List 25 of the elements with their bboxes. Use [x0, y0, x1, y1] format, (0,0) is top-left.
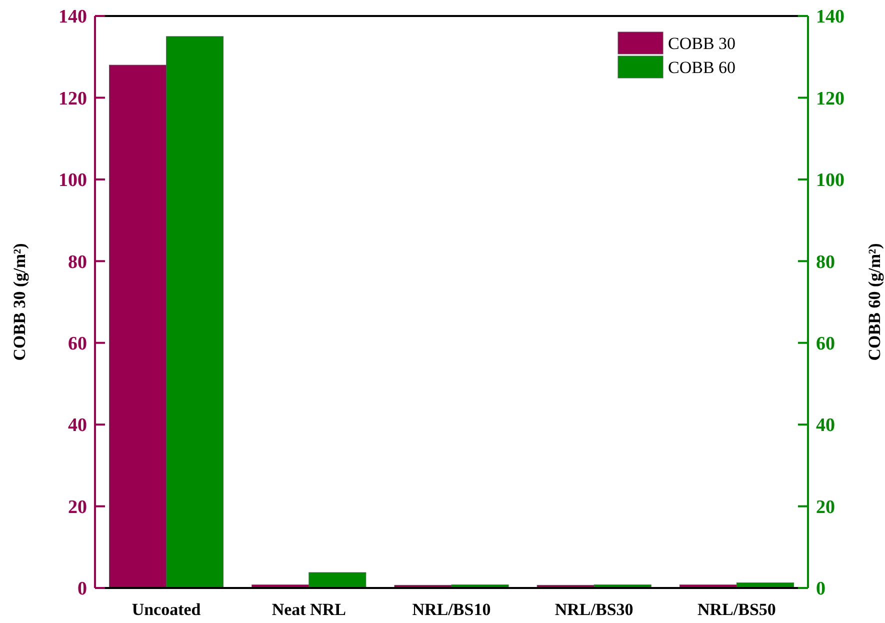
- y2-tick-label: 140: [816, 6, 844, 28]
- y-tick-label: 0: [78, 578, 87, 600]
- x-tick-label: Uncoated: [132, 600, 202, 619]
- legend-label: COBB 30: [668, 34, 736, 53]
- y-tick-label: 120: [58, 88, 87, 110]
- x-tick-label: NRL/BS50: [697, 600, 776, 619]
- y-axis-title: COBB 30 (g/m²): [10, 243, 29, 361]
- y-tick-label: 80: [68, 252, 87, 273]
- y-tick-label: 140: [58, 6, 87, 28]
- x-tick-label: NRL/BS30: [554, 600, 634, 619]
- x-tick-label: Neat NRL: [272, 600, 346, 619]
- y2-tick-label: 60: [816, 334, 835, 355]
- y-tick-label: 40: [68, 415, 87, 436]
- y2-tick-label: 40: [816, 415, 835, 436]
- y-tick-label: 100: [58, 170, 87, 192]
- y-tick-label: 20: [68, 496, 87, 518]
- y2-tick-label: 80: [816, 252, 835, 273]
- y2-axis-title: COBB 60 (g/m²): [865, 243, 884, 361]
- y2-tick-label: 100: [816, 170, 844, 192]
- y2-tick-label: 120: [816, 88, 844, 110]
- y-tick-label: 60: [68, 334, 87, 355]
- legend-label: COBB 60: [668, 58, 736, 77]
- y2-tick-label: 0: [816, 578, 826, 600]
- y2-tick-label: 20: [816, 496, 835, 518]
- x-tick-label: NRL/BS10: [412, 600, 491, 619]
